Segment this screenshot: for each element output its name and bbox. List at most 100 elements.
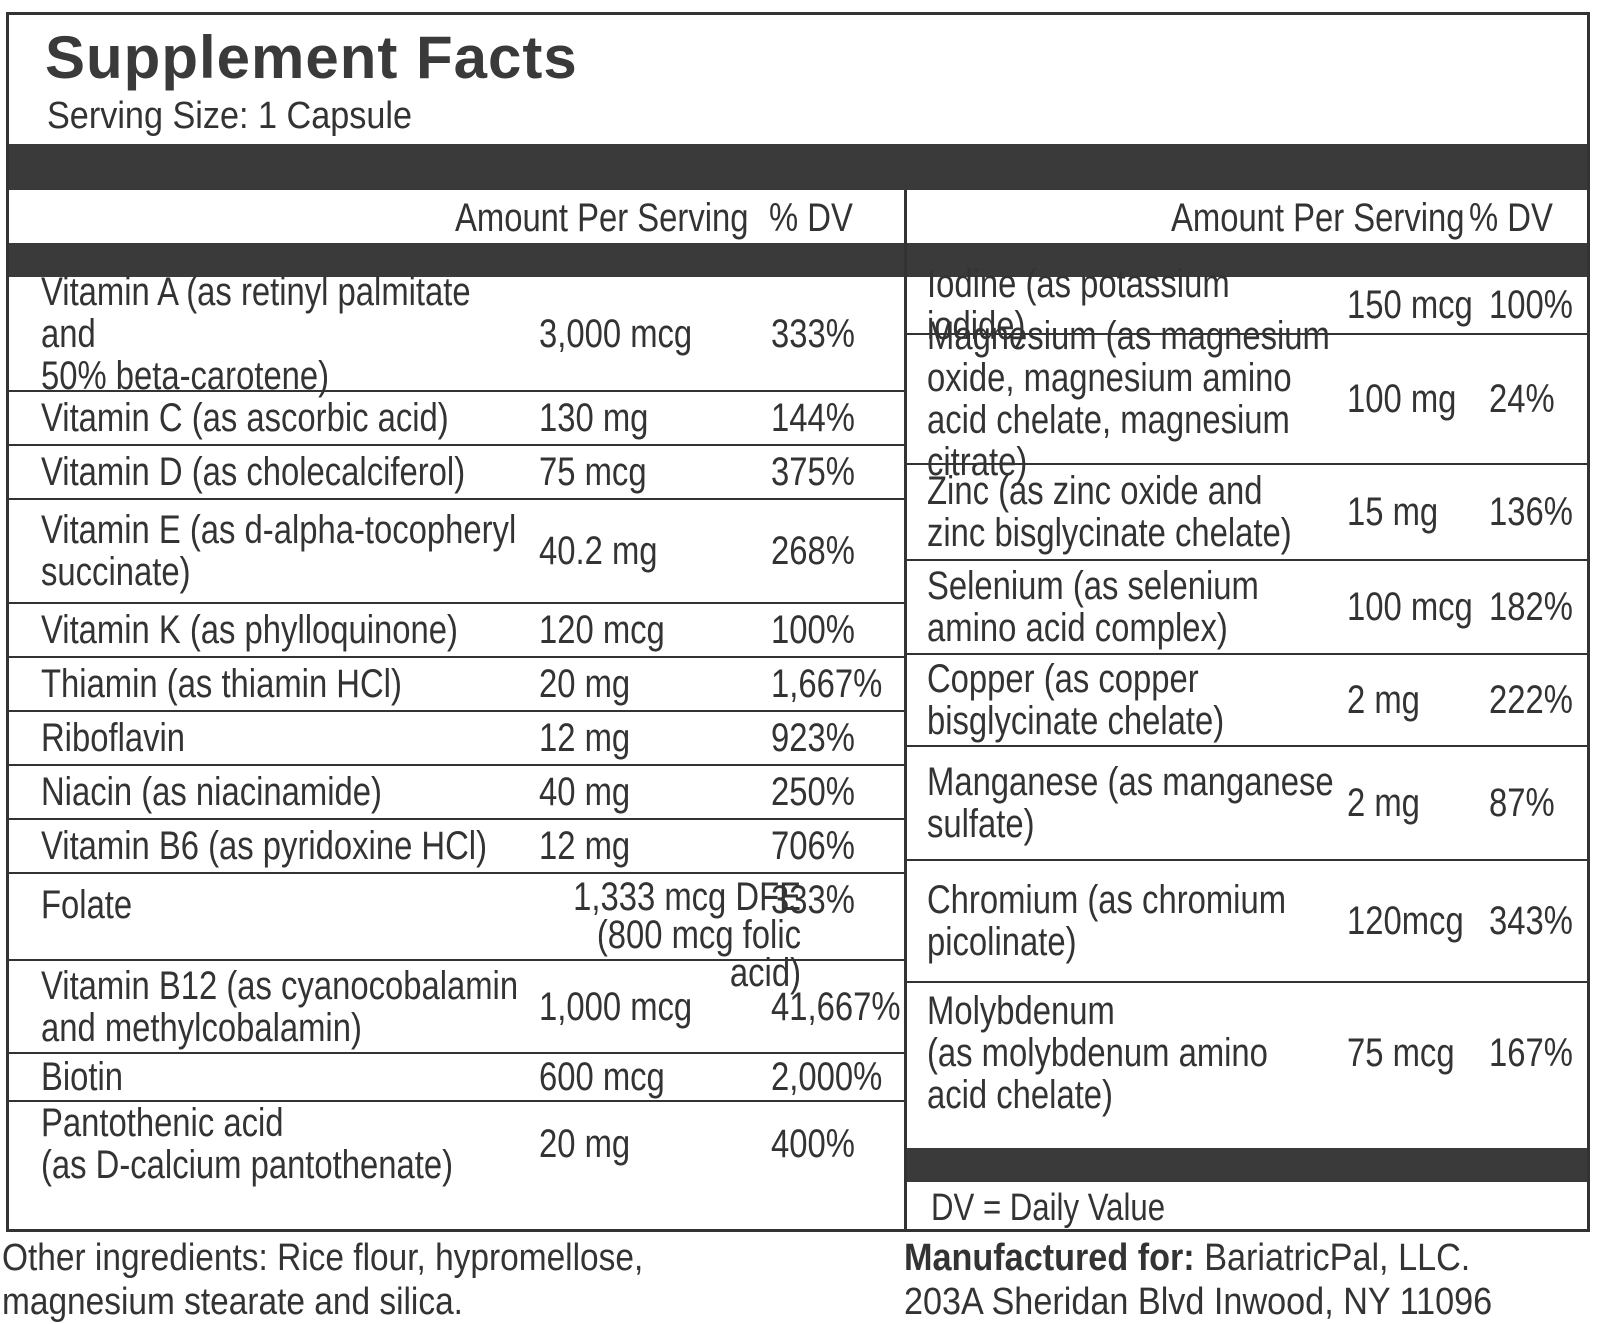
nutrient-dv: 2,000% [771,1055,883,1099]
nutrient-row: Manganese (as manganese sulfate) 2 mg 87% [907,747,1587,861]
right-dv-header: % DV [1469,196,1553,240]
nutrient-amount: 2 mg [1347,678,1420,722]
nutrient-row: Copper (as copper bisglycinate chelate) 2… [907,655,1587,747]
nutrient-name: Vitamin C (as ascorbic acid) [41,396,449,440]
nutrient-amount: 3,000 mcg [539,311,693,356]
nutrient-row: Pantothenic acid (as D-calcium pantothen… [9,1102,904,1186]
nutrient-row: Magnesium (as magnesium oxide, magnesium… [907,315,1587,483]
nutrient-row: Vitamin E (as d-alpha-tocopheryl succina… [9,500,904,604]
nutrient-dv: 1,667% [771,662,883,706]
nutrient-amount: 12 mg [539,824,631,868]
nutrient-amount: 15 mg [1347,490,1439,534]
nutrient-name: Manganese (as manganese sulfate) [927,760,1334,846]
left-nutrient-table: Vitamin A (as retinyl palmitate and 50% … [9,271,904,1186]
nutrient-amount: 1,000 mcg [539,984,693,1029]
nutrient-dv: 375% [771,450,855,494]
dv-footnote: DV = Daily Value [931,1187,1166,1229]
nutrient-amount: 120 mcg [539,608,665,652]
nutrient-name: Molybdenum (as molybdenum amino acid che… [927,989,1268,1117]
manufacturer-name: BariatricPal, LLC. [1194,1237,1471,1279]
nutrient-row: Zinc (as zinc oxide and zinc bisglycinat… [907,465,1587,561]
nutrient-row: Vitamin C (as ascorbic acid) 130 mg 144% [9,392,904,446]
nutrient-row: Vitamin D (as cholecalciferol) 75 mcg 375% [9,446,904,500]
divider-bar [907,1148,1587,1182]
nutrient-amount: 20 mg [539,662,631,706]
nutrient-name: Riboflavin [41,716,186,760]
nutrient-amount: 120mcg [1347,899,1464,943]
column-divider [904,190,907,1232]
nutrient-row: Thiamin (as thiamin HCl) 20 mg 1,667% [9,658,904,712]
nutrient-dv: 250% [771,770,855,814]
nutrient-name: Niacin (as niacinamide) [41,770,382,814]
nutrient-amount: 600 mcg [539,1055,665,1099]
nutrient-name: Pantothenic acid (as D-calcium pantothen… [41,1101,454,1187]
left-dv-header: % DV [769,196,853,240]
nutrient-row: Vitamin B12 (as cyanocobalamin and methy… [9,961,904,1054]
nutrient-dv: 222% [1489,678,1573,722]
nutrient-row: Folate 1,333 mcg DFE (800 mcg folic acid)… [9,874,904,993]
nutrient-amount: 40 mg [539,770,631,814]
nutrient-dv: 923% [771,716,855,760]
nutrient-amount: 100 mg [1347,377,1457,421]
nutrient-amount: 40.2 mg [539,529,658,573]
nutrient-name: Folate [41,883,133,927]
nutrient-dv: 87% [1489,781,1555,825]
nutrient-name: Zinc (as zinc oxide and zinc bisglycinat… [927,469,1292,555]
nutrient-dv: 100% [771,608,855,652]
nutrient-amount: 130 mg [539,396,649,440]
nutrient-name: Vitamin B12 (as cyanocobalamin and methy… [41,963,519,1050]
nutrient-dv: 182% [1489,585,1573,629]
left-amount-header: Amount Per Serving [455,196,749,240]
other-ingredients: Other ingredients: Rice flour, hypromell… [2,1237,644,1323]
right-nutrient-table: Iodine (as potassium iodide) 150 mcg 100% M… [907,263,1587,1123]
nutrient-name: Copper (as copper bisglycinate chelate) [927,657,1225,743]
nutrient-dv: 100% [1489,283,1573,327]
nutrient-name: Biotin [41,1055,124,1099]
nutrient-dv: 41,667% [771,984,901,1029]
nutrient-row: Iodine (as potassium iodide) 150 mcg 100% [907,263,1587,347]
nutrient-dv: 343% [1489,899,1573,943]
nutrient-amount: 12 mg [539,716,631,760]
nutrient-name: Vitamin E (as d-alpha-tocopheryl succina… [41,508,517,594]
supplement-facts-panel: Supplement Facts Serving Size: 1 Capsule… [6,12,1590,1232]
nutrient-row: Chromium (as chromium picolinate) 120mcg 3… [907,861,1587,983]
right-amount-header: Amount Per Serving [1171,196,1465,240]
divider-bar [9,144,1587,190]
nutrient-name: Vitamin K (as phylloquinone) [41,608,458,652]
nutrient-dv: 400% [771,1122,855,1166]
nutrient-row: Riboflavin 12 mg 923% [9,712,904,766]
serving-size: Serving Size: 1 Capsule [47,95,413,137]
nutrient-name: Thiamin (as thiamin HCl) [41,662,402,706]
nutrient-dv: 268% [771,529,855,573]
nutrient-dv: 24% [1489,377,1555,421]
nutrient-dv: 333% [771,311,855,356]
nutrient-row: Niacin (as niacinamide) 40 mg 250% [9,766,904,820]
nutrient-name: Iodine (as potassium iodide) [927,262,1230,348]
nutrient-name: Chromium (as chromium picolinate) [927,878,1287,964]
nutrient-dv: 136% [1489,490,1573,534]
nutrient-name: Magnesium (as magnesium oxide, magnesium… [927,314,1330,484]
nutrient-amount: 150 mcg [1347,283,1473,327]
manufacturer-info: Manufactured for: BariatricPal, LLC. 203… [904,1236,1492,1324]
nutrient-amount: 75 mcg [539,450,647,494]
nutrient-name: Vitamin D (as cholecalciferol) [41,450,466,494]
nutrient-amount: 75 mcg [1347,1031,1455,1075]
nutrient-dv: 144% [771,396,855,440]
nutrient-dv: 333% [771,878,855,922]
nutrient-amount: 20 mg [539,1122,631,1166]
nutrient-dv: 167% [1489,1031,1573,1075]
nutrient-name: Vitamin B6 (as pyridoxine HCl) [41,824,488,868]
nutrient-amount: 1,333 mcg DFE (800 mcg folic acid) [573,875,801,995]
nutrient-row: Vitamin K (as phylloquinone) 120 mcg 100% [9,604,904,658]
nutrient-name: Vitamin A (as retinyl palmitate and 50% … [41,269,471,398]
nutrient-row: Selenium (as selenium amino acid complex… [907,561,1587,655]
nutrient-name: Selenium (as selenium amino acid complex… [927,564,1259,650]
manufacturer-label: Manufactured for: [904,1237,1195,1279]
nutrient-amount: 2 mg [1347,781,1420,825]
nutrient-row: Vitamin A (as retinyl palmitate and 50% … [9,271,904,397]
panel-title: Supplement Facts [45,24,578,91]
nutrient-amount: 100 mcg [1347,585,1473,629]
divider-bar [9,243,1587,277]
nutrient-row: Vitamin B6 (as pyridoxine HCl) 12 mg 706% [9,820,904,874]
manufacturer-address: 203A Sheridan Blvd Inwood, NY 11096 [904,1281,1493,1323]
